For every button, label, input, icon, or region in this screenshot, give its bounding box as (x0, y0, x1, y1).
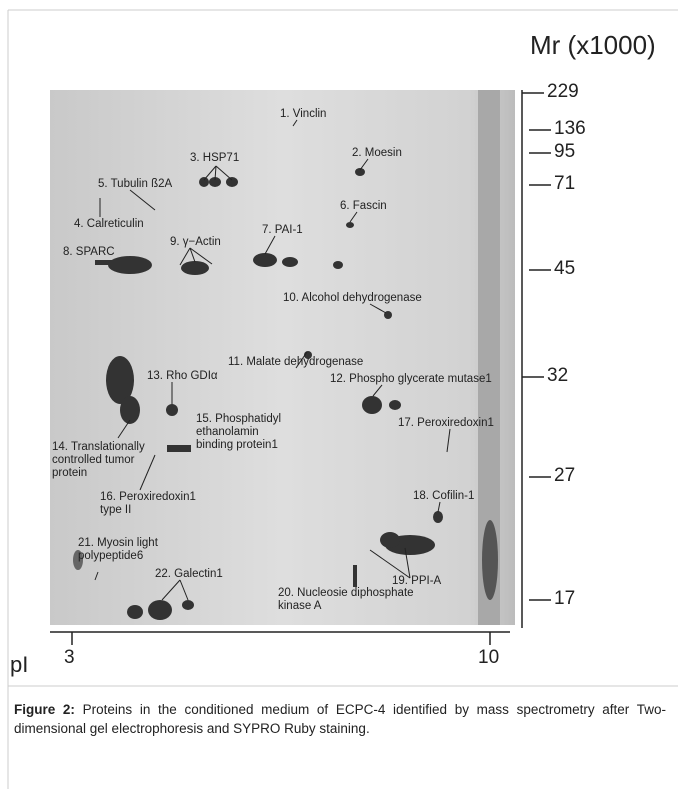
caption-label: Figure 2: (14, 702, 75, 717)
pi-tick: 10 (478, 647, 500, 668)
label-line: 21. Myosin light (78, 537, 158, 549)
mr-tick: 45 (554, 258, 576, 279)
gel-spots (73, 90, 500, 625)
axis-lines (50, 90, 551, 645)
label-line: 5. Tubulin ß2A (98, 178, 173, 190)
label-line: binding protein1 (196, 439, 278, 451)
label-line: type II (100, 504, 132, 516)
label-line: 2. Moesin (352, 147, 402, 159)
mr-tick: 27 (554, 465, 576, 486)
label-line: kinase A (278, 600, 322, 612)
label-line: controlled tumor (52, 454, 135, 466)
caption: Figure 2: Proteins in the conditioned me… (14, 700, 666, 738)
label-line: 15. Phosphatidyl (196, 413, 282, 425)
protein-label: 21. Myosin light polypeptide6 (78, 537, 158, 563)
label-line: 3. HSP71 (190, 152, 240, 164)
protein-label: 16. Peroxiredoxin1 type II (100, 491, 196, 517)
label-line: 14. Translationally (52, 441, 145, 453)
label-line: 13. Rho GDIα (147, 370, 218, 382)
protein-label: 2. Moesin (352, 147, 402, 160)
caption-text: Proteins in the conditioned medium of EC… (14, 702, 666, 736)
label-line: protein (52, 467, 88, 479)
protein-label: 14. Translationally controlled tumor prote… (52, 441, 145, 480)
protein-label: 18. Cofilin-1 (413, 490, 474, 503)
mr-tick: 17 (554, 588, 576, 609)
label-line: 11. Malate dehydrogenase (228, 356, 364, 368)
label-line: 22. Galectin1 (155, 568, 223, 580)
pi-tick: 3 (64, 647, 75, 668)
label-line: 6. Fascin (340, 200, 387, 212)
protein-label: 10. Alcohol dehydrogenase (283, 292, 422, 305)
protein-label: 11. Malate dehydrogenase (228, 356, 363, 369)
label-line: 7. PAI-1 (262, 224, 303, 236)
label-line: 12. Phospho glycerate mutase1 (330, 373, 492, 385)
protein-label: 15. Phosphatidyl ethanolamin binding prote… (196, 413, 281, 452)
protein-label: 17. Peroxiredoxin1 (398, 417, 494, 430)
protein-label: 22. Galectin1 (155, 568, 223, 581)
protein-label: 19. PPI-A (392, 575, 441, 588)
mr-tick: 32 (547, 365, 569, 386)
protein-label: 13. Rho GDIα (147, 370, 218, 383)
label-line: polypeptide6 (78, 550, 144, 562)
protein-label: 12. Phospho glycerate mutase1 (330, 373, 492, 386)
label-line: 1. Vinclin (280, 108, 327, 120)
leader-lines (94, 119, 451, 601)
label-line: 16. Peroxiredoxin1 (100, 491, 196, 503)
mr-tick: 95 (554, 141, 576, 162)
label-line: 10. Alcohol dehydrogenase (283, 292, 422, 304)
mr-tick: 136 (554, 118, 586, 139)
label-line: 19. PPI-A (392, 575, 442, 587)
protein-label: 6. Fascin (340, 200, 387, 213)
mr-tick: 71 (554, 173, 576, 194)
label-line: 17. Peroxiredoxin1 (398, 417, 494, 429)
protein-label: 20. Nucleosie diphosphate kinase A (278, 587, 414, 613)
protein-label: 5. Tubulin ß2A (98, 178, 172, 191)
label-line: 20. Nucleosie diphosphate (278, 587, 414, 599)
mr-tick: 229 (547, 81, 579, 102)
gel-image (50, 90, 515, 625)
protein-label: 8. SPARC (63, 246, 115, 259)
protein-label: 9. γ−Actin (170, 236, 221, 249)
protein-label: 4. Calreticulin (74, 218, 144, 231)
protein-label: 1. Vinclin (280, 108, 326, 121)
pi-axis-title: pI (10, 652, 29, 677)
protein-label: 3. HSP71 (190, 152, 239, 165)
label-line: 18. Cofilin-1 (413, 490, 475, 502)
label-line: 4. Calreticulin (74, 218, 144, 230)
mr-axis-title: Mr (x1000) (530, 30, 656, 60)
label-line: 8. SPARC (63, 246, 115, 258)
protein-label: 7. PAI-1 (262, 224, 303, 237)
label-line: 9. γ−Actin (170, 236, 221, 248)
label-line: ethanolamin (196, 426, 259, 438)
